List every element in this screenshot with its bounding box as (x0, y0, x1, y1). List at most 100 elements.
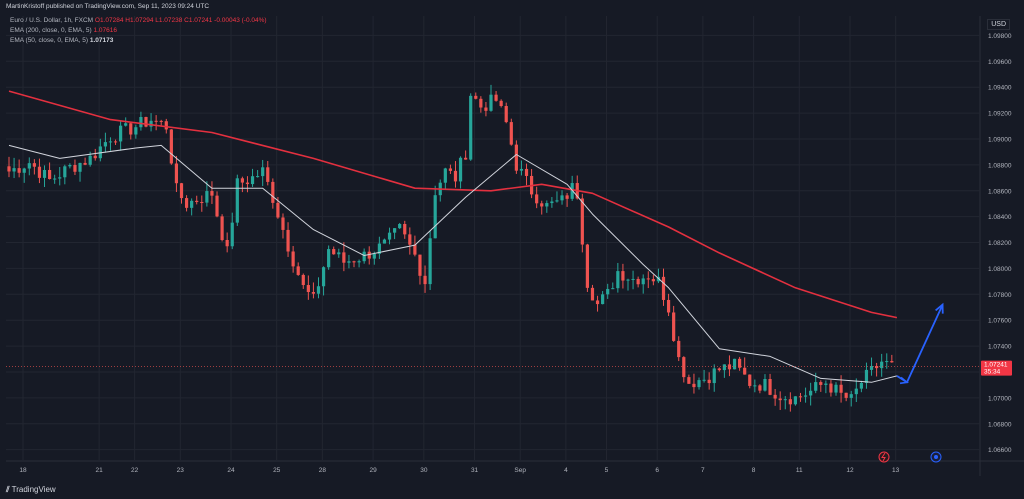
candle-bullish (702, 379, 706, 381)
candle-bearish (717, 368, 721, 371)
candle-bearish (311, 292, 316, 294)
candle-bearish (271, 181, 275, 203)
candle-bullish (398, 223, 402, 229)
candle-bearish (585, 244, 589, 288)
time-tick-label: 7 (701, 467, 705, 474)
candle-bearish (646, 278, 650, 280)
candle-bearish (875, 365, 879, 369)
candle-bullish (880, 361, 884, 369)
candle-bearish (738, 358, 742, 368)
candle-bearish (47, 169, 52, 180)
time-tick-label: 28 (319, 467, 327, 474)
candle-bullish (469, 95, 473, 160)
candle-bearish (296, 266, 300, 275)
candle-bearish (682, 357, 686, 378)
ema50-line (8, 144, 898, 383)
candle-bullish (108, 141, 113, 143)
price-tick-label: 1.08800 (988, 162, 1012, 169)
candle-bearish (37, 166, 42, 178)
candle-bullish (433, 195, 437, 239)
candle-bullish (854, 388, 858, 395)
candle-bearish (215, 195, 219, 217)
candle-bearish (164, 121, 168, 130)
ema200-label[interactable]: EMA (200, close, 0, EMA, 5) (10, 27, 92, 34)
candle-bearish (514, 144, 518, 171)
ema50-label[interactable]: EMA (50, close, 0, EMA, 5) (10, 37, 89, 44)
time-tick-label: 6 (655, 467, 659, 474)
candle-bearish (707, 379, 711, 384)
candle-bullish (864, 369, 869, 383)
arrow-head-icon (935, 302, 944, 314)
tradingview-logo: ⫽ TradingView (6, 485, 56, 495)
current-price-label[interactable] (981, 360, 1012, 376)
price-tick-label: 1.07800 (988, 292, 1012, 299)
candle-bullish (58, 177, 62, 179)
time-tick-label: 4 (564, 467, 568, 474)
candle-bullish (124, 123, 128, 126)
candle-bearish (621, 271, 625, 281)
candle-bullish (809, 390, 813, 396)
tv-logo-icon: ⫽ (6, 485, 10, 494)
candle-bearish (464, 157, 468, 160)
candle-bullish (616, 271, 620, 289)
candle-bearish (93, 155, 97, 159)
candle-bullish (834, 384, 838, 393)
candle-bearish (306, 285, 310, 293)
candle-bullish (722, 364, 726, 371)
candle-bearish (220, 216, 224, 240)
candle-bearish (286, 229, 290, 252)
bar-countdown: 35:34 (984, 369, 1001, 376)
candle-bearish (839, 384, 843, 393)
candle-bearish (565, 195, 569, 199)
lightning-icon (881, 452, 886, 462)
candle-bearish (144, 117, 148, 127)
candle-bullish (489, 94, 493, 111)
candle-bearish (83, 162, 87, 165)
candle-bullish (382, 239, 387, 244)
candle-bullish (316, 286, 321, 294)
currency-button[interactable]: USD (987, 19, 1010, 30)
candle-bearish (453, 170, 458, 182)
forecast-arrow (896, 304, 944, 384)
candle-bullish (545, 203, 549, 207)
candle-bullish (443, 168, 447, 183)
candle-bearish (367, 251, 371, 259)
price-chart[interactable]: 1.066001.068001.070001.072001.074001.076… (6, 16, 1024, 499)
price-axis-panel[interactable] (980, 16, 1024, 499)
candle-bullish (53, 178, 57, 180)
candle-bullish (550, 201, 554, 204)
candle-bearish (403, 223, 407, 235)
candle-bullish (753, 385, 757, 387)
candle-bearish (210, 191, 214, 196)
price-tick-label: 1.09400 (988, 85, 1012, 92)
plot-area[interactable]: 1.066001.068001.070001.072001.074001.076… (6, 16, 1024, 499)
candle-bullish (763, 379, 767, 391)
candle-bearish (342, 252, 346, 263)
candle-bearish (661, 276, 666, 300)
symbol-name[interactable]: Euro / U.S. Dollar, 1h, FXCM (10, 17, 94, 24)
candle-bearish (778, 398, 782, 401)
arrow-pivot-icon (899, 376, 909, 385)
candle-bullish (63, 166, 67, 178)
price-tick-label: 1.07400 (988, 344, 1012, 351)
candle-bearish (73, 165, 77, 172)
candle-bearish (266, 167, 270, 182)
candle-bullish (22, 168, 26, 173)
candle-bullish (626, 279, 630, 281)
candle-bullish (12, 168, 16, 172)
price-tick-label: 1.07000 (988, 395, 1012, 402)
tv-brand-text: TradingView (11, 485, 56, 494)
candle-bullish (230, 222, 234, 247)
time-tick-label: 18 (19, 467, 27, 474)
candle-bullish (377, 243, 381, 254)
candle-bearish (245, 182, 250, 185)
candle-bearish (494, 94, 498, 101)
time-tick-label: 21 (95, 467, 103, 474)
time-tick-label: 13 (892, 467, 900, 474)
candle-bullish (519, 168, 524, 171)
price-tick-label: 1.08000 (988, 266, 1012, 273)
candle-bullish (393, 228, 397, 233)
candle-bullish (555, 200, 559, 202)
publisher-line: MartinKristoff published on TradingView.… (6, 3, 210, 10)
candle-bearish (773, 394, 777, 399)
